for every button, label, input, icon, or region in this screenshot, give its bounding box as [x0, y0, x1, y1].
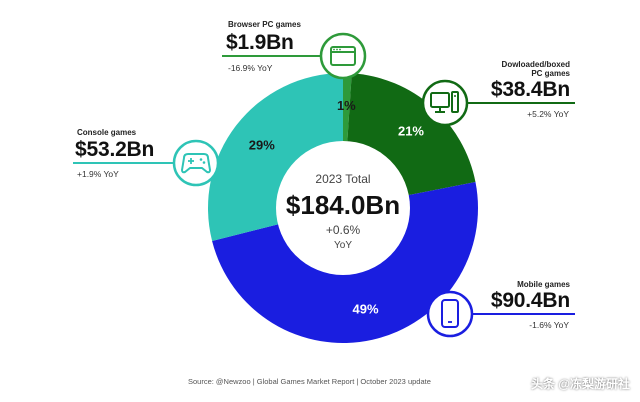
slice-console-percent-label: 29%	[249, 138, 275, 153]
mobile-yoy: -1.6% YoY	[529, 320, 569, 330]
center-total: $184.0Bn	[286, 190, 400, 220]
pc-title-line2: PC games	[531, 69, 570, 78]
console-value: $53.2Bn	[75, 138, 155, 161]
source-note: Source: @Newzoo | Global Games Market Re…	[188, 377, 431, 386]
pc-title: Dowloaded/boxed PC games	[502, 60, 570, 78]
slice-pc-percent-label: 21%	[398, 124, 424, 139]
mobile-value: $90.4Bn	[490, 289, 570, 312]
console-title: Console games	[77, 128, 137, 137]
browser-window-icon	[319, 32, 367, 80]
center-change-unit: YoY	[334, 240, 352, 251]
mobile-title: Mobile games	[517, 280, 570, 289]
donut-hole	[276, 141, 410, 275]
smartphone-icon	[426, 290, 474, 338]
pc-title-line1: Dowloaded/boxed	[501, 60, 570, 69]
slice-browser-percent-label: 1%	[337, 98, 356, 113]
browser-yoy: -16.9% YoY	[228, 63, 273, 73]
watermark: 头条 @冻梨游研社	[530, 377, 630, 391]
slice-mobile-percent-label: 49%	[352, 302, 378, 317]
console-yoy: +1.9% YoY	[77, 169, 119, 179]
browser-title: Browser PC games	[228, 20, 301, 29]
pc-yoy: +5.2% YoY	[527, 109, 569, 119]
pc-value: $38.4Bn	[490, 78, 570, 101]
browser-value: $1.9Bn	[226, 31, 294, 54]
desktop-pc-icon	[421, 79, 469, 127]
gamepad-icon	[172, 139, 220, 187]
center-caption: 2023 Total	[315, 172, 370, 186]
center-change: +0.6%	[326, 223, 361, 237]
